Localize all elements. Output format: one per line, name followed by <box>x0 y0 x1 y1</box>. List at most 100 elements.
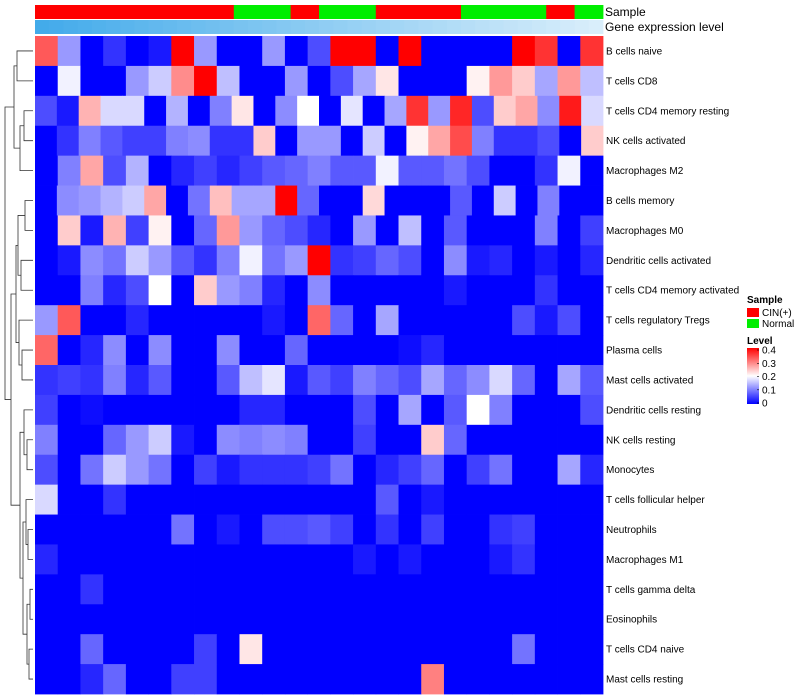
heatmap-cell <box>148 36 172 67</box>
heatmap-cell <box>512 574 536 605</box>
expression-annotation-cell <box>489 20 504 34</box>
heatmap-cell <box>231 125 254 157</box>
heatmap-cell <box>443 215 468 246</box>
heatmap-cell <box>375 394 399 426</box>
expression-annotation-cell <box>418 20 433 34</box>
heatmap-cell <box>375 544 399 575</box>
heatmap-cell <box>534 574 558 605</box>
heatmap-cell <box>443 394 468 426</box>
heatmap-cell <box>80 604 104 635</box>
heatmap-cell <box>216 335 240 366</box>
heatmap-cell <box>57 155 81 186</box>
row-dendrogram <box>4 50 33 680</box>
heatmap-cell <box>194 245 218 276</box>
heatmap-cell <box>80 454 104 486</box>
heatmap-cell <box>103 394 127 426</box>
sample-annotation-cell <box>319 5 334 19</box>
heatmap-cell <box>125 65 149 97</box>
heatmap-cell <box>239 454 263 486</box>
heatmap-cell <box>80 65 104 97</box>
sample-annotation-cell <box>77 5 93 19</box>
heatmap-cell <box>103 574 127 605</box>
heatmap-cell <box>398 215 422 246</box>
heatmap-cell <box>534 514 558 545</box>
heatmap-cell <box>398 484 422 515</box>
heatmap-cell <box>330 335 354 366</box>
heatmap-cell <box>512 305 536 336</box>
heatmap-cell <box>80 305 104 336</box>
legend-level-tick-label: 0.3 <box>762 359 776 370</box>
heatmap-cell <box>80 215 104 246</box>
heatmap-cell <box>375 305 399 336</box>
heatmap-cell <box>80 365 104 396</box>
heatmap-cell <box>534 245 558 276</box>
heatmap-cell <box>78 185 101 216</box>
heatmap-cell <box>580 544 604 575</box>
heatmap-cell <box>330 394 354 426</box>
heatmap-cell <box>284 514 309 545</box>
heatmap-cell <box>297 185 320 216</box>
heatmap-cell <box>537 125 560 157</box>
heatmap-cell <box>443 335 468 366</box>
sample-annotation-cell <box>404 5 419 19</box>
sample-annotation-cell <box>489 5 504 19</box>
heatmap-cell <box>100 125 123 157</box>
expression-annotation-cell <box>446 20 462 34</box>
heatmap-cell <box>171 424 195 456</box>
legend-sample-title: Sample <box>747 295 783 306</box>
heatmap-cell <box>262 215 286 246</box>
heatmap-cell <box>35 215 59 246</box>
heatmap-cell <box>80 335 104 366</box>
sample-annotation-cell <box>304 5 320 19</box>
heatmap-cell <box>443 484 468 515</box>
heatmap-cell <box>398 36 422 67</box>
heatmap-cell <box>307 65 331 97</box>
heatmap-cell <box>421 484 445 515</box>
heatmap-cell <box>209 185 233 216</box>
dendrogram-branch <box>16 50 33 82</box>
heatmap-cell <box>122 125 145 157</box>
heatmap-cell <box>362 95 385 127</box>
heatmap-cell <box>580 365 604 396</box>
heatmap-cells <box>35 36 604 695</box>
heatmap-cell <box>330 424 354 456</box>
expression-annotation-cell <box>475 20 490 34</box>
heatmap-cell <box>353 514 377 545</box>
heatmap-cell <box>148 335 172 366</box>
heatmap-cell <box>557 36 581 67</box>
heatmap-cell <box>262 36 286 67</box>
heatmap-cell <box>353 245 377 276</box>
sample-annotation-cell <box>574 5 590 19</box>
heatmap-cell <box>398 664 422 695</box>
heatmap-cell <box>489 424 513 456</box>
heatmap-cell <box>148 424 172 456</box>
heatmap-cell <box>353 394 377 426</box>
heatmap-cell <box>353 604 377 635</box>
heatmap-cell <box>57 36 81 67</box>
heatmap-cell <box>194 514 218 545</box>
heatmap-cell <box>239 335 263 366</box>
heatmap-cell <box>262 65 286 97</box>
heatmap-cell <box>580 245 604 276</box>
heatmap-cell <box>57 305 81 336</box>
heatmap-cell <box>56 185 80 216</box>
row-label: T cells CD8 <box>606 76 658 87</box>
heatmap-cell <box>57 394 81 426</box>
heatmap-cell <box>307 514 331 545</box>
heatmap-cell <box>375 335 399 366</box>
row-label: NK cells resting <box>606 435 675 446</box>
expression-annotation-cell <box>276 20 291 34</box>
dendrogram-branch <box>19 125 33 171</box>
heatmap-cell <box>262 604 286 635</box>
heatmap-cell <box>443 65 468 97</box>
heatmap-cell <box>466 514 490 545</box>
heatmap-cell <box>307 365 331 396</box>
expression-annotation-cell <box>219 20 235 34</box>
heatmap-cell <box>375 275 399 306</box>
sample-annotation-cell <box>503 5 519 19</box>
heatmap-cell <box>534 365 558 396</box>
heatmap-cell <box>262 514 286 545</box>
heatmap-cell <box>421 36 445 67</box>
heatmap-cell <box>489 215 513 246</box>
heatmap-cell <box>216 454 240 486</box>
